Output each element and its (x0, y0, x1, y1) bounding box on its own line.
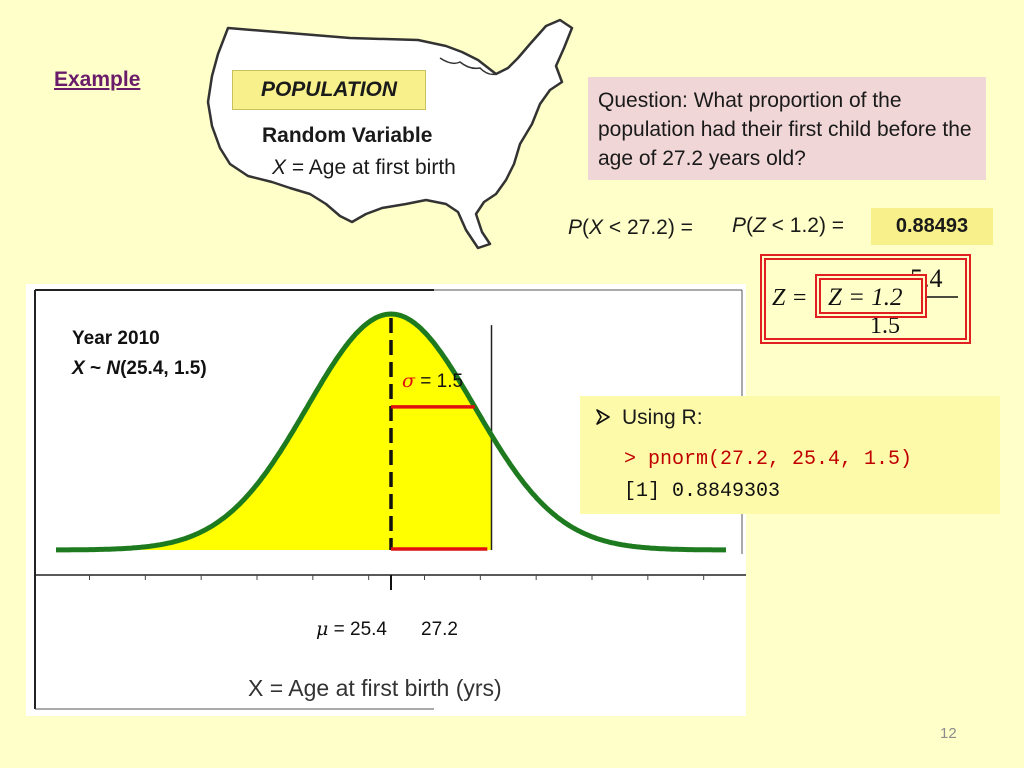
mu-symbol: μ (316, 618, 328, 640)
r-command: > pnorm(27.2, 25.4, 1.5) (624, 448, 913, 471)
distribution-label: X ~ N(25.4, 1.5) (71, 358, 207, 379)
dist-var: X (71, 358, 86, 379)
random-variable-title: Random Variable (262, 124, 433, 147)
great-lakes-detail (439, 57, 497, 76)
r-code-box: Using R: > pnorm(27.2, 25.4, 1.5) [1] 0.… (580, 396, 1000, 514)
dist-tilde: ~ (85, 358, 107, 379)
x-axis-label: X = Age at first birth (yrs) (248, 675, 502, 701)
question-text: Question: What proportion of the populat… (598, 89, 972, 170)
density-curve (55, 311, 727, 553)
shaded-area (56, 314, 492, 550)
r-output: [1] 0.8849303 (624, 480, 781, 503)
prob-rhs-var: Z (753, 214, 766, 237)
x-axis-ticks (89, 575, 705, 580)
year-label: Year 2010 (72, 328, 160, 349)
prob-rhs-symbol: P (732, 214, 747, 237)
random-variable-definition: X = Age at first birth (272, 156, 456, 180)
z-formula-lhs: Z = (772, 285, 808, 311)
population-label: POPULATION (260, 78, 398, 101)
sigma-label: σ = 1.5 (402, 370, 463, 392)
sigma-value: = 1.5 (415, 371, 463, 392)
example-link[interactable]: Example (54, 68, 141, 91)
question-box: Question: What proportion of the populat… (588, 77, 986, 180)
prob-lhs-symbol: P (568, 216, 583, 239)
mu-label: μ = 25.4 (316, 618, 387, 640)
mu-value: = 25.4 (328, 619, 387, 640)
probability-lhs: P(X < 27.2) = (568, 216, 693, 239)
prob-lhs-cond: < 27.2) = (603, 216, 693, 239)
r-heading: Using R: (596, 406, 703, 430)
z-score-formula: Z = 5.4 1.5 Z = 1.2 (760, 253, 972, 345)
x-value-label: 27.2 (421, 619, 458, 640)
variable-symbol: X (272, 156, 287, 179)
page-number: 12 (940, 725, 957, 742)
answer-badge: 0.88493 (871, 208, 993, 245)
z-boxed-result: Z = 1.2 (828, 284, 903, 311)
sigma-symbol: σ (402, 370, 416, 392)
prob-rhs-cond: < 1.2) = (765, 214, 845, 237)
probability-rhs: P(Z < 1.2) = (732, 214, 845, 237)
variable-definition-text: = Age at first birth (286, 156, 456, 179)
dist-params: (25.4, 1.5) (120, 358, 207, 379)
answer-value: 0.88493 (895, 215, 969, 237)
dist-name: N (106, 358, 121, 379)
population-badge: POPULATION (232, 70, 426, 110)
arrow-bullet-icon (596, 409, 610, 425)
prob-lhs-var: X (589, 216, 604, 239)
r-heading-text: Using R: (622, 406, 703, 429)
